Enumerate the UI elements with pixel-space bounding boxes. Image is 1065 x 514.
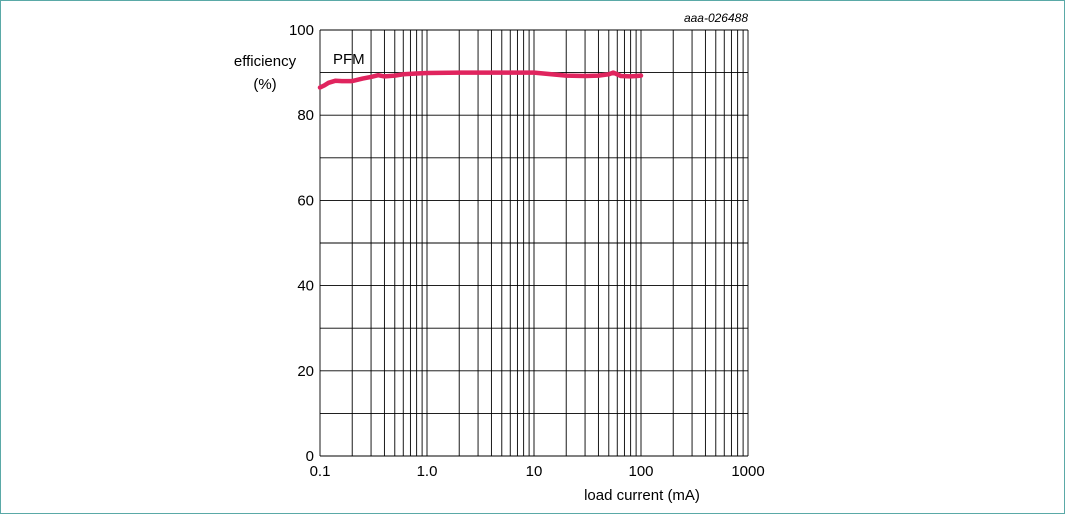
y-axis-label-line1: efficiency (234, 53, 297, 70)
series-group (317, 70, 644, 90)
figure-code: aaa-026488 (684, 11, 748, 25)
y-tick-label: 20 (297, 363, 314, 380)
x-tick-label: 1.0 (417, 463, 438, 480)
pfm-annotation: PFM (333, 51, 365, 68)
y-axis-label-line2: (%) (253, 76, 276, 93)
x-axis-label: load current (mA) (584, 487, 700, 504)
grid (319, 29, 749, 457)
x-tick-label: 100 (628, 463, 653, 480)
y-tick-label: 80 (297, 107, 314, 124)
y-tick-label: 60 (297, 192, 314, 209)
y-tick-label: 100 (289, 22, 314, 39)
x-tick-label: 0.1 (310, 463, 331, 480)
y-tick-label: 0 (306, 448, 314, 465)
y-tick-label: 40 (297, 278, 314, 295)
x-tick-label: 1000 (731, 463, 764, 480)
tick-labels: 0.1 1.0 10 100 1000 0 20 40 60 80 100 (289, 22, 765, 480)
x-tick-label: 10 (526, 463, 543, 480)
efficiency-series-line (317, 70, 644, 90)
